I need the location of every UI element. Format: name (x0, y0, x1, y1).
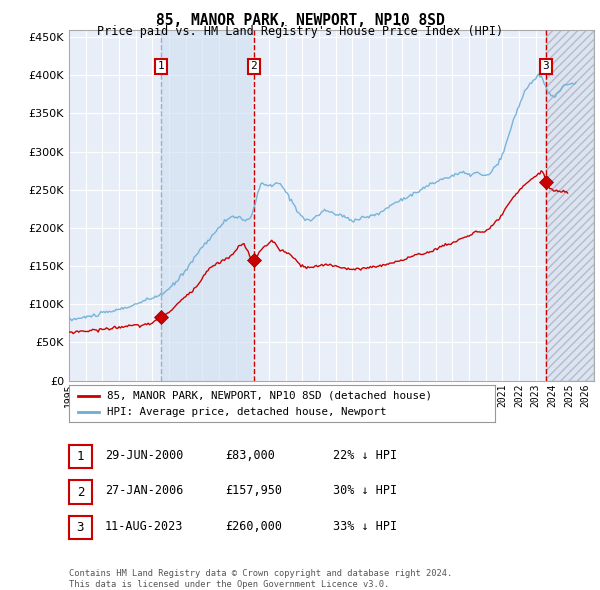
Text: 85, MANOR PARK, NEWPORT, NP10 8SD (detached house): 85, MANOR PARK, NEWPORT, NP10 8SD (detac… (107, 391, 433, 401)
Text: 85, MANOR PARK, NEWPORT, NP10 8SD: 85, MANOR PARK, NEWPORT, NP10 8SD (155, 13, 445, 28)
Text: 2: 2 (250, 61, 257, 71)
Text: 33% ↓ HPI: 33% ↓ HPI (333, 520, 397, 533)
Text: 22% ↓ HPI: 22% ↓ HPI (333, 449, 397, 462)
Text: HPI: Average price, detached house, Newport: HPI: Average price, detached house, Newp… (107, 407, 387, 417)
Text: 11-AUG-2023: 11-AUG-2023 (105, 520, 184, 533)
Text: £83,000: £83,000 (225, 449, 275, 462)
Text: £157,950: £157,950 (225, 484, 282, 497)
Text: £260,000: £260,000 (225, 520, 282, 533)
Text: 27-JAN-2006: 27-JAN-2006 (105, 484, 184, 497)
Text: Price paid vs. HM Land Registry's House Price Index (HPI): Price paid vs. HM Land Registry's House … (97, 25, 503, 38)
Bar (161, 30, 254, 381)
Bar (546, 30, 594, 381)
Text: 1: 1 (77, 450, 84, 463)
Text: 3: 3 (542, 61, 549, 71)
Text: 1: 1 (157, 61, 164, 71)
Text: 29-JUN-2000: 29-JUN-2000 (105, 449, 184, 462)
Text: 30% ↓ HPI: 30% ↓ HPI (333, 484, 397, 497)
Text: 3: 3 (77, 521, 84, 534)
Text: 2: 2 (77, 486, 84, 499)
Text: Contains HM Land Registry data © Crown copyright and database right 2024.
This d: Contains HM Land Registry data © Crown c… (69, 569, 452, 589)
